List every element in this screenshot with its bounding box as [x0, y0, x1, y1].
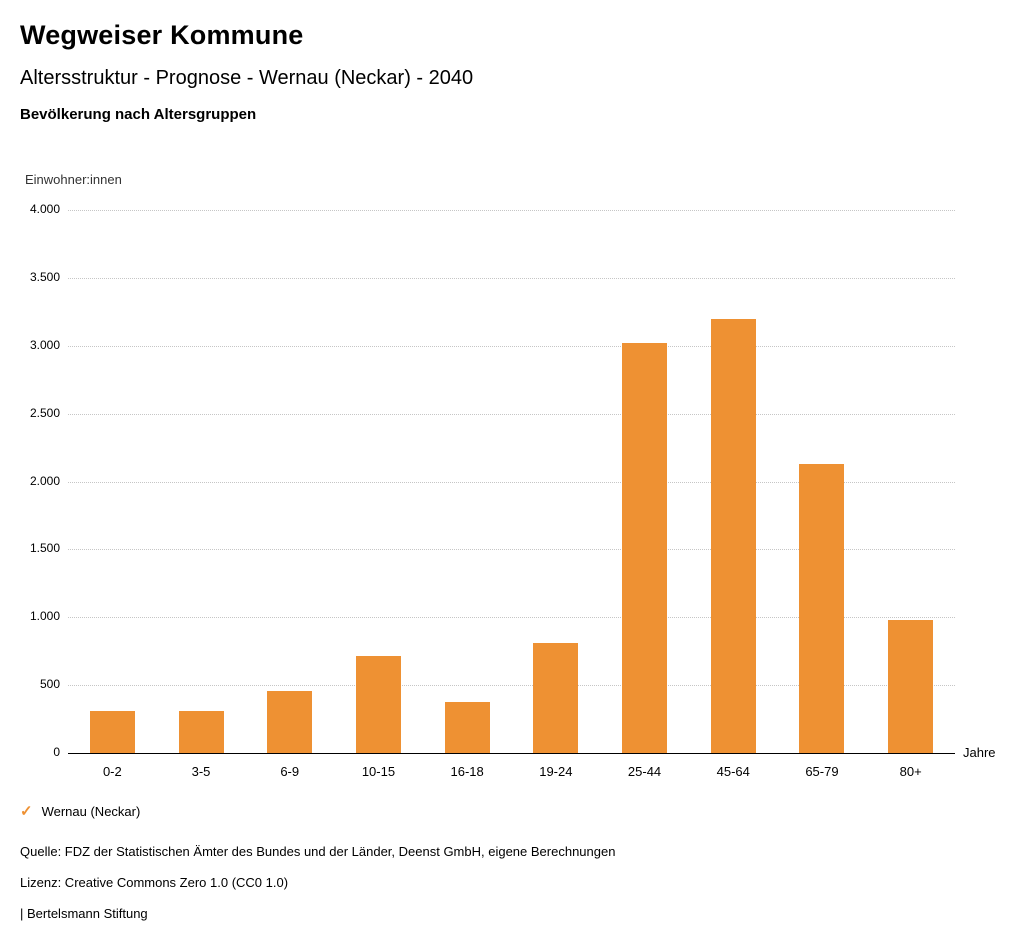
chart-title: Altersstruktur - Prognose - Wernau (Neck… [20, 67, 474, 89]
chart-subtitle: Bevölkerung nach Altersgruppen [20, 106, 257, 123]
x-axis-tick-label: 19-24 [539, 764, 573, 779]
y-axis-tick-label: 2.500 [29, 405, 60, 420]
y-axis-tick-label: 1.500 [29, 541, 60, 556]
bar-6-9[interactable] [267, 691, 313, 753]
bar-0-2[interactable] [89, 710, 135, 753]
x-axis-tick-label: 0-2 [102, 764, 122, 779]
x-axis-tick-label: 3-5 [191, 764, 211, 779]
y-axis-tick-label: 1.000 [29, 609, 60, 624]
x-axis-tick-label: 80+ [899, 764, 922, 779]
gridline [68, 277, 955, 279]
legend[interactable]: ✓ Wernau (Neckar) [20, 804, 140, 819]
bar-3-5[interactable] [178, 710, 224, 753]
gridline [68, 413, 955, 415]
bar-10-15[interactable] [355, 655, 401, 753]
gridline [68, 210, 955, 211]
bar-65-79[interactable] [799, 463, 845, 753]
legend-checkmark-icon: ✓ [20, 803, 33, 820]
y-axis-tick-label: 3.000 [29, 337, 60, 352]
brand-text: | Bertelsmann Stiftung [20, 906, 148, 921]
page-title: Wegweiser Kommune [20, 20, 304, 50]
bar-19-24[interactable] [533, 643, 579, 753]
gridline [68, 481, 955, 483]
bar-16-18[interactable] [444, 702, 490, 753]
bar-chart-plot-area: Jahre 0 500 1.000 1.500 2.000 2.500 3.000 3.500… [30, 202, 996, 779]
x-axis-tick-label: 65-79 [805, 764, 839, 779]
y-axis-tick-label: 2.000 [29, 473, 60, 488]
license-text: Lizenz: Creative Commons Zero 1.0 (CC0 1… [20, 875, 289, 890]
x-axis-tick-label: 45-64 [716, 764, 750, 779]
y-axis-title: Einwohner:innen [25, 172, 122, 187]
y-axis-tick-label: 4.000 [29, 202, 60, 216]
bar-45-64[interactable] [710, 318, 756, 753]
x-axis-tick-label: 25-44 [627, 764, 662, 779]
y-axis-tick-label: 0 [53, 745, 60, 759]
x-axis-tick-label: 10-15 [361, 764, 396, 779]
legend-series-label: Wernau (Neckar) [41, 804, 141, 819]
gridline [68, 617, 955, 619]
y-axis-tick-label: 3.500 [29, 269, 60, 284]
gridline [68, 345, 955, 347]
x-axis-title: Jahre [963, 745, 996, 760]
x-axis-tick-label: 16-18 [450, 764, 484, 779]
gridline [68, 549, 955, 551]
bar-25-44[interactable] [622, 343, 668, 753]
gridline [68, 685, 955, 687]
y-axis-tick-label: 500 [39, 677, 60, 692]
x-axis-tick-label: 6-9 [280, 764, 300, 779]
bar-80+[interactable] [888, 619, 934, 753]
source-text: Quelle: FDZ der Statistischen Ämter des … [20, 844, 616, 859]
